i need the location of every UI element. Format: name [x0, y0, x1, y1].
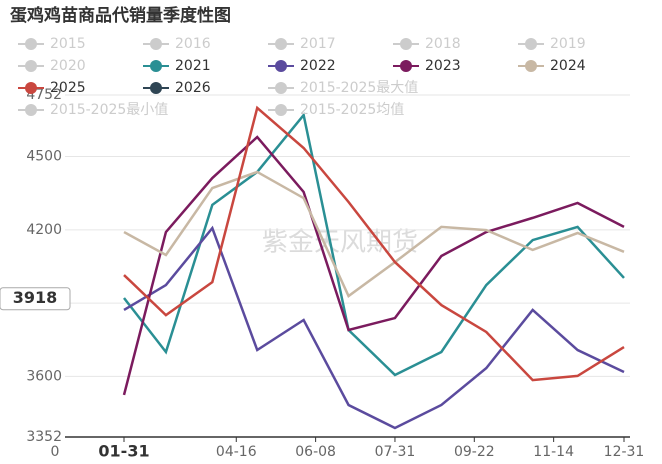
legend-item: 2016 [143, 36, 211, 52]
legend-dot [525, 38, 537, 50]
legend-dot [525, 60, 537, 72]
legend-item: 2018 [393, 36, 461, 52]
x-origin-label: 0 [51, 444, 60, 460]
legend-dot [275, 60, 287, 72]
series-line [122, 135, 625, 396]
legend-item: 2015 [18, 36, 86, 52]
chart-title: 蛋鸡鸡苗商品代销量季度性图 [10, 5, 231, 26]
y-tick-label: 4200 [26, 222, 62, 238]
legend-item: 2020 [18, 58, 86, 74]
legend-item: 2021 [143, 58, 211, 74]
legend-label: 2024 [550, 58, 586, 74]
legend-label: 2022 [300, 58, 336, 74]
watermark: 紫金天风期货 [262, 228, 418, 258]
legend-item: 2025 [18, 80, 86, 96]
legend-dot [25, 104, 37, 116]
y-tick-label: 4500 [26, 149, 62, 165]
series-line [123, 225, 625, 430]
x-tick-label: 01-31 [98, 442, 149, 461]
legend-label: 2021 [175, 58, 211, 74]
x-tick-label: 11-14 [533, 444, 574, 460]
legend-dot [275, 104, 287, 116]
legend-label: 2025 [50, 80, 86, 96]
y-tick-label: 3600 [26, 368, 62, 384]
legend-label: 2015 [50, 36, 86, 52]
series-line [123, 105, 625, 382]
legend-label: 2026 [175, 80, 211, 96]
x-tick-label: 09-22 [454, 444, 495, 460]
series-line [123, 170, 625, 298]
legend-label: 2015-2025最小值 [50, 102, 168, 118]
legend-label: 2017 [300, 36, 336, 52]
legend-dot [400, 60, 412, 72]
legend-label: 2015-2025最大值 [300, 80, 418, 96]
legend-dot [275, 82, 287, 94]
legend-item: 2015-2025均值 [268, 102, 404, 118]
legend-label: 2016 [175, 36, 211, 52]
legend-item: 2023 [393, 58, 461, 74]
x-tick-label: 12-31 [604, 444, 645, 460]
x-tick-label: 04-16 [216, 444, 257, 460]
legend-item: 2015-2025最小值 [18, 102, 168, 118]
legend-dot [275, 38, 287, 50]
legend-item: 2019 [518, 36, 586, 52]
legend-label: 2020 [50, 58, 86, 74]
legend-dot [150, 38, 162, 50]
legend-item: 2024 [518, 58, 586, 74]
legend-dot [25, 38, 37, 50]
legend-dot [150, 60, 162, 72]
legend-item: 2026 [143, 80, 211, 96]
x-tick-label: 06-08 [295, 444, 336, 460]
legend-label: 2015-2025均值 [300, 102, 404, 118]
legend-item: 2017 [268, 36, 336, 52]
y-pointer-box [0, 287, 71, 311]
legend-item: 2015-2025最大值 [268, 80, 418, 96]
legend-dot [150, 82, 162, 94]
legend-label: 2018 [425, 36, 461, 52]
legend-label: 2019 [550, 36, 586, 52]
x-tick-label: 07-31 [375, 444, 416, 460]
y-tick-label: 3352 [26, 429, 62, 445]
legend-dot [400, 38, 412, 50]
legend-label: 2023 [425, 58, 461, 74]
legend-item: 2022 [268, 58, 336, 74]
legend-dot [25, 60, 37, 72]
series-line [123, 112, 625, 377]
legend-dot [25, 82, 37, 94]
y-pointer-label: 3918 [13, 288, 58, 307]
